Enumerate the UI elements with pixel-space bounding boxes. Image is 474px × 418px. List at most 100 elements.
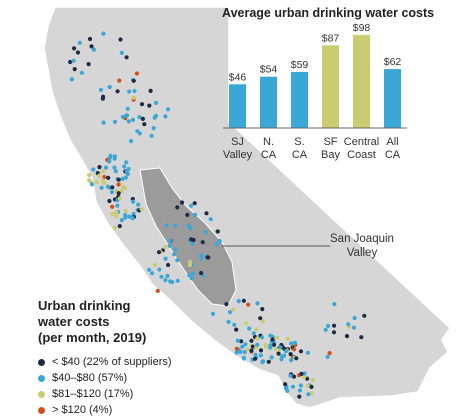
category-label-1-1: CA <box>261 149 277 161</box>
supplier-dot-olive <box>110 211 115 216</box>
supplier-dot-blue <box>130 117 136 122</box>
legend-dot-dark <box>38 358 45 366</box>
legend-title-line-2: water costs <box>38 314 110 329</box>
supplier-dot-blue <box>163 256 168 261</box>
supplier-dot-dark <box>68 59 73 65</box>
supplier-dot-dark <box>239 339 244 344</box>
supplier-dot-olive <box>139 207 144 212</box>
supplier-dot-dark <box>297 394 302 399</box>
supplier-dot-blue <box>298 383 304 388</box>
san-joaquin-valley-shape <box>139 167 237 307</box>
category-label-5-0: All <box>386 136 398 148</box>
supplier-dot-blue <box>173 247 178 252</box>
supplier-dot-blue <box>167 243 172 248</box>
supplier-dot-dark <box>89 44 94 49</box>
supplier-dot-blue <box>127 89 132 94</box>
supplier-dots <box>68 31 367 399</box>
supplier-dot-dark <box>250 344 255 349</box>
legend-item-over-120: > $120 (4%) <box>38 404 208 416</box>
supplier-dot-blue <box>238 349 243 354</box>
supplier-dot-blue <box>191 271 196 276</box>
supplier-dot-blue <box>164 223 169 228</box>
supplier-dot-blue <box>255 342 260 347</box>
legend-title-line-1: Urban drinking <box>38 298 131 313</box>
supplier-dot-blue <box>227 310 233 315</box>
supplier-dot-blue <box>109 190 115 195</box>
supplier-dot-blue <box>292 340 298 345</box>
supplier-dot-olive <box>114 210 119 215</box>
supplier-dot-dark <box>288 352 293 357</box>
supplier-dot-orange <box>327 351 332 356</box>
supplier-dot-blue <box>297 388 303 393</box>
supplier-dot-blue <box>346 322 351 327</box>
supplier-dot-dark <box>192 201 197 206</box>
supplier-dot-blue <box>288 373 293 378</box>
bar-value-label-3: $87 <box>322 32 340 44</box>
supplier-dot-dark <box>359 335 364 340</box>
supplier-dot-orange <box>134 71 139 76</box>
legend-item-81-120: $81–$120 (17%) <box>38 388 208 400</box>
chart-title: Average urban drinking water costs <box>222 6 435 20</box>
supplier-dot-blue <box>278 345 283 350</box>
supplier-dot-blue <box>268 343 273 348</box>
supplier-dot-dark <box>309 384 314 389</box>
legend-item-40-80: $40–$80 (57%) <box>38 372 208 384</box>
category-label-0-1: Valley <box>223 149 253 161</box>
supplier-dot-olive <box>264 344 269 349</box>
supplier-dot-blue <box>217 238 222 244</box>
supplier-dot-dark <box>97 165 102 170</box>
supplier-dot-olive <box>260 319 265 324</box>
supplier-dot-dark <box>266 359 271 364</box>
supplier-dot-blue <box>172 252 177 257</box>
legend: Urban drinking water costs (per month, 2… <box>38 298 208 416</box>
supplier-dot-blue <box>124 160 129 165</box>
supplier-dot-blue <box>79 70 84 75</box>
supplier-dot-blue <box>193 212 198 217</box>
supplier-dot-blue <box>189 276 194 281</box>
supplier-dot-dark <box>249 338 254 343</box>
supplier-dot-dark <box>156 250 162 255</box>
category-label-5-1: CA <box>385 149 401 161</box>
supplier-dot-blue <box>91 47 96 52</box>
supplier-dot-blue <box>247 326 252 331</box>
supplier-dot-blue <box>168 279 173 284</box>
supplier-dot-olive <box>114 214 119 219</box>
supplier-dot-dark <box>260 307 265 312</box>
supplier-dot-blue <box>175 278 180 283</box>
supplier-dot-olive <box>285 336 290 341</box>
supplier-dot-dark <box>118 37 123 42</box>
supplier-dot-blue <box>120 114 125 120</box>
supplier-dot-dark <box>271 342 277 347</box>
supplier-dot-dark <box>124 55 129 60</box>
supplier-dot-dark <box>166 262 171 268</box>
supplier-dot-blue <box>173 223 178 228</box>
supplier-dot-blue <box>165 273 170 279</box>
supplier-dot-blue <box>113 169 118 174</box>
bar-1 <box>260 76 277 128</box>
legend-dot-orange <box>38 406 45 414</box>
supplier-dot-orange <box>116 182 121 187</box>
supplier-dot-blue <box>163 278 168 283</box>
supplier-dot-blue <box>137 115 142 120</box>
supplier-dot-blue <box>108 153 113 158</box>
supplier-dot-blue <box>255 301 260 306</box>
supplier-dot-dark <box>142 122 147 127</box>
supplier-dot-blue <box>279 357 284 362</box>
supplier-dot-blue <box>147 267 152 272</box>
legend-title-line-3: (per month, 2019) <box>38 330 147 345</box>
supplier-dot-olive <box>254 327 259 332</box>
supplier-dot-dark <box>131 78 136 83</box>
supplier-dot-blue <box>153 113 159 118</box>
supplier-dot-blue <box>127 214 132 219</box>
supplier-dot-blue <box>232 322 237 327</box>
supplier-dot-orange <box>292 347 297 352</box>
bar-value-label-0: $46 <box>229 71 247 83</box>
supplier-dot-dark <box>270 337 275 342</box>
supplier-dot-blue <box>175 258 180 263</box>
supplier-dot-blue <box>260 335 265 340</box>
legend-title: Urban drinking water costs (per month, 2… <box>38 298 208 346</box>
supplier-dot-dark <box>332 323 337 328</box>
supplier-dot-blue <box>124 113 129 118</box>
supplier-dot-blue <box>235 338 240 343</box>
supplier-dot-dark <box>110 185 115 190</box>
